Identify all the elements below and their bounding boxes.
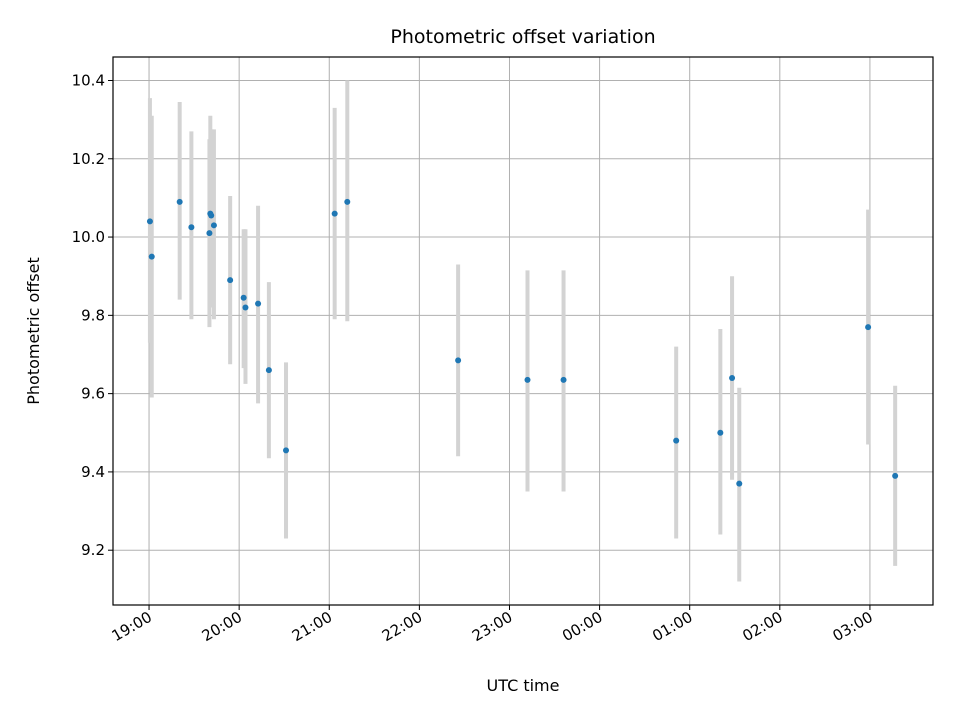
y-tick-label: 9.8 [81,306,105,324]
data-point [227,277,234,284]
y-tick-label: 10.0 [72,228,105,246]
data-point [242,304,249,311]
chart-title: Photometric offset variation [390,26,655,48]
data-point [188,224,195,231]
data-point [210,222,217,229]
data-point [240,294,247,301]
y-axis-label: Photometric offset [24,257,43,405]
data-point [331,210,338,217]
y-tick-label: 9.4 [81,463,105,481]
data-point [892,472,899,479]
data-point [206,230,213,237]
data-point [560,376,567,383]
y-tick-label: 9.6 [81,385,105,403]
y-tick-label: 10.4 [72,71,105,89]
data-points [146,198,899,487]
data-point [148,253,155,260]
y-axis-ticks: 9.2 9.4 9.6 9.8 10.0 10.2 10.4 [72,71,113,559]
plot-area-frame [112,56,934,606]
data-point [208,212,215,219]
data-point [524,376,531,383]
data-point [729,374,736,381]
y-tick-label: 9.2 [81,541,105,559]
data-point [283,447,290,454]
data-point [255,300,262,307]
data-point [673,437,680,444]
data-point [717,429,724,436]
data-point [146,218,153,225]
y-tick-label: 10.2 [72,150,105,168]
data-point [344,198,351,205]
x-axis-label: UTC time [487,676,560,695]
data-point [265,367,272,374]
data-point [176,198,183,205]
grid-lines [113,57,933,605]
data-point [736,480,743,487]
data-point [865,324,872,331]
data-point [455,357,462,364]
